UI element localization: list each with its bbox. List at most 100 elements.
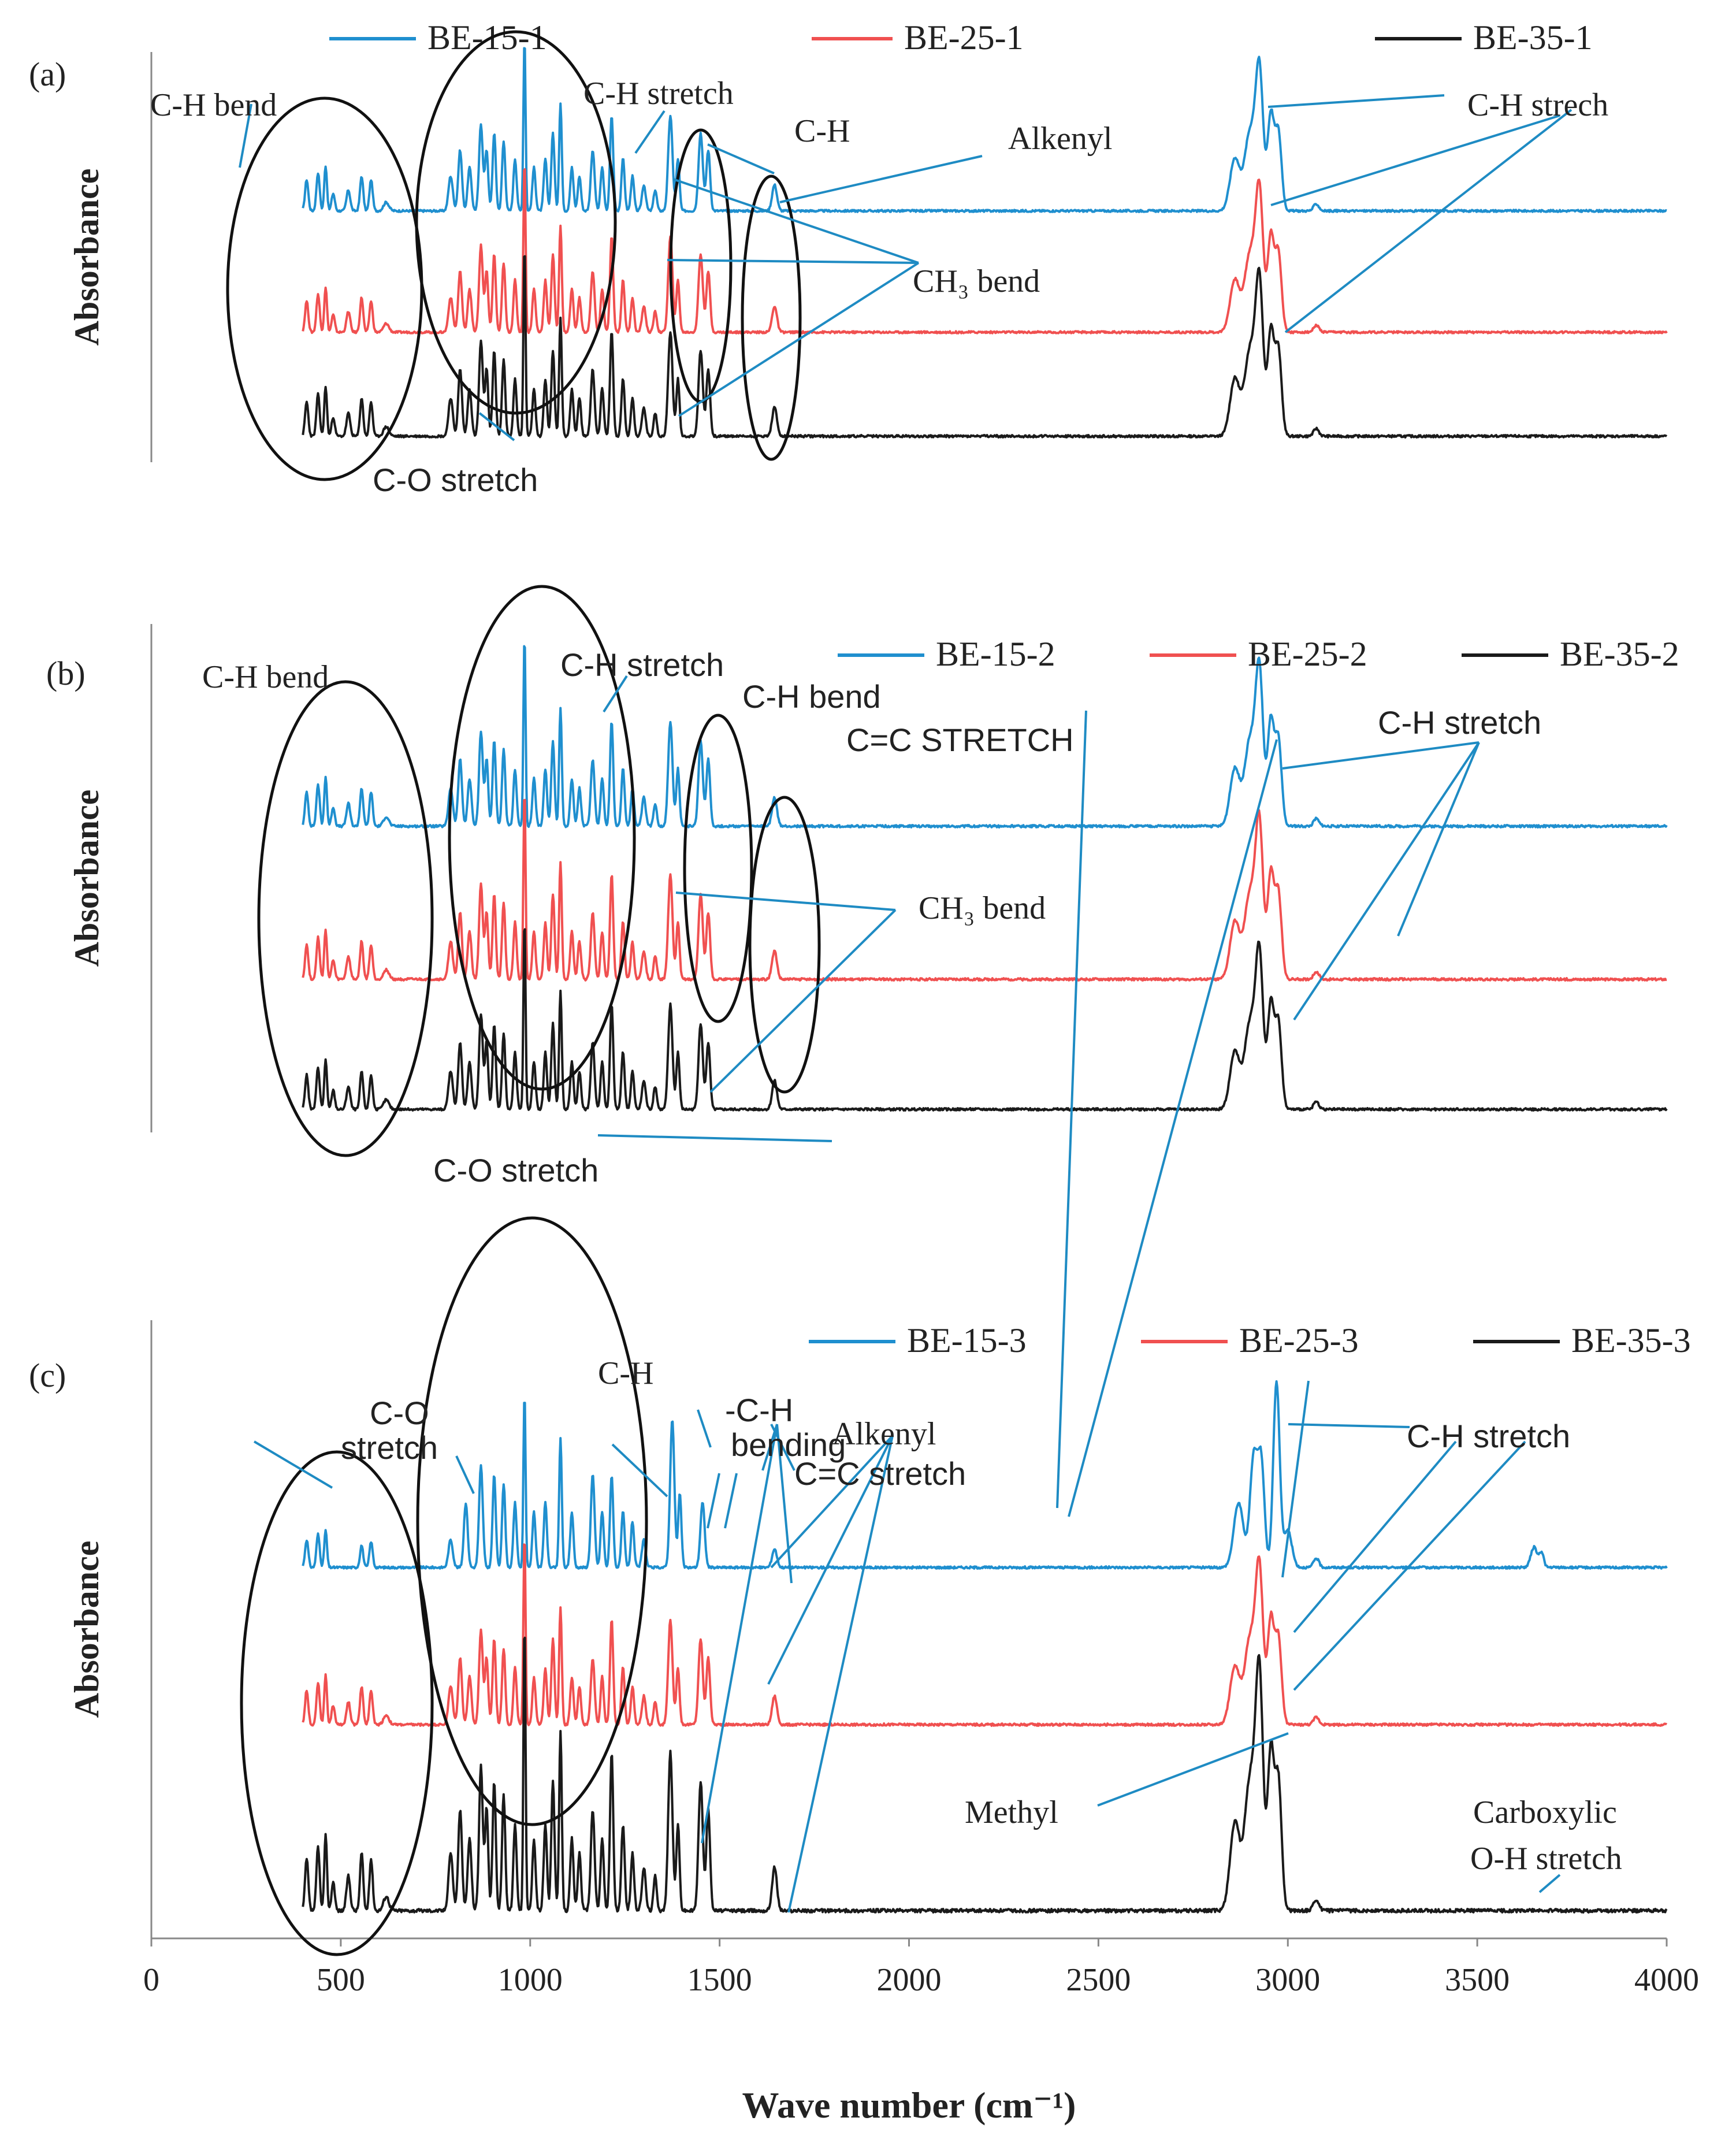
annotation-leader (1284, 109, 1573, 333)
panel-3: (c) Absorbance BE-15-3 BE-25-3 BE-35-3 0 500 10… (29, 1320, 1699, 2126)
annotation-leader (1538, 1874, 1561, 1893)
region-ellipse (415, 30, 617, 415)
annotation-leader (455, 1455, 475, 1494)
series-line-be-25-3 (302, 1543, 1668, 1727)
annotation-text: C-O stretch (373, 462, 538, 498)
annotation-leader (1293, 1440, 1526, 1691)
annotation-text: C-H stretch (1407, 1418, 1570, 1454)
x-tick-label: 3500 (1445, 1962, 1510, 1998)
annotation-leader (667, 259, 919, 264)
annotation-leader (678, 262, 920, 417)
y-axis-label: Absorbance (68, 1541, 106, 1718)
annotation-text: Carboxylic (1473, 1795, 1617, 1830)
annotation-leader (1267, 94, 1445, 108)
annotation-text: stretch (341, 1429, 438, 1466)
annotation-text: C=C stretch (794, 1455, 966, 1492)
annotation-leader (701, 1424, 778, 1844)
annotation-leader (239, 103, 252, 168)
annotation-leader (1097, 1732, 1289, 1807)
annotation-leader (253, 1440, 333, 1489)
annotation-text: C-O (370, 1395, 429, 1431)
panel-label: (a) (29, 55, 66, 93)
annotation-leader (770, 1435, 894, 1569)
annotation-text: C-H bend (202, 659, 329, 695)
annotation-leader (787, 1435, 894, 1913)
annotation-text: Methyl (965, 1795, 1058, 1830)
panel-2: (b) Absorbance BE-15-2 BE-25-2 BE-35-2 (46, 624, 1679, 1132)
x-tick-label: 2500 (1066, 1962, 1131, 1998)
legend-label-be-25-1: BE-25-1 (904, 18, 1024, 57)
x-tick-label: 4000 (1634, 1962, 1699, 1998)
legend-label-be-15-1: BE-15-1 (428, 18, 547, 57)
series-line-be-15-1 (302, 47, 1667, 213)
annotation-text: CH₃ bend (913, 263, 1040, 299)
annotation-leader (672, 178, 919, 264)
annotation-text: C-H (794, 113, 850, 149)
region-ellipse (741, 174, 802, 461)
annotation-text: Alkenyl (1008, 121, 1112, 157)
x-tick-label: 2000 (877, 1962, 942, 1998)
panel-1: (a) Absorbance BE-15-1 BE-25-1 BE-35-1 (29, 18, 1668, 462)
annotation-leader (611, 1443, 668, 1498)
legend-label-be-35-2: BE-35-2 (1560, 635, 1679, 673)
annotation-text: C-H strech (1467, 87, 1608, 123)
annotation-text: C-O stretch (433, 1152, 599, 1188)
annotation-leader (779, 155, 983, 203)
series-line-be-25-2 (302, 798, 1667, 982)
panel-label: (b) (46, 655, 86, 692)
annotation-text: bending (731, 1427, 846, 1463)
annotation-text: O-H stretch (1470, 1841, 1622, 1877)
x-tick-label: 1500 (687, 1962, 752, 1998)
annotation-text: C=C STRETCH (846, 722, 1074, 758)
region-ellipse (748, 796, 821, 1094)
annotation-leader (1068, 739, 1278, 1517)
region-ellipse (448, 585, 636, 1091)
series-line-be-15-2 (302, 645, 1668, 829)
series-line-be-35-1 (302, 255, 1668, 439)
legend-label-be-35-3: BE-35-3 (1571, 1321, 1691, 1359)
annotation-text: C-H stretch (560, 647, 724, 683)
legend-label-be-25-3: BE-25-3 (1239, 1321, 1359, 1359)
y-axis-label: Absorbance (68, 169, 106, 346)
region-ellipse (416, 1216, 648, 1826)
annotation-leader (767, 1435, 894, 1685)
annotation-text: Alkenyl (832, 1416, 936, 1452)
y-axis-label: Absorbance (68, 790, 106, 967)
annotation-text: CH₃ bend (919, 890, 1046, 926)
legend-label-be-35-1: BE-35-1 (1473, 18, 1593, 57)
annotation-leader (634, 110, 666, 154)
x-axis-label: Wave number (cm⁻¹) (742, 2085, 1076, 2126)
region-ellipse (683, 714, 753, 1023)
panel-label: (c) (29, 1357, 66, 1394)
annotation-leader (675, 891, 896, 911)
annotation-leader (1282, 741, 1479, 770)
annotation-leader (1293, 741, 1480, 1021)
annotation-leader (597, 1134, 832, 1142)
annotation-leader (603, 675, 628, 713)
series-line-be-35-3 (302, 1636, 1668, 1914)
annotation-text: -C-H (725, 1392, 793, 1428)
region-ellipse (257, 680, 434, 1157)
series-line-be-15-3 (302, 1380, 1668, 1570)
x-tick-label: 500 (317, 1962, 365, 1998)
annotation-leader (1056, 710, 1087, 1509)
annotation-leader (776, 1424, 793, 1584)
annotation-leader (1293, 1440, 1457, 1633)
annotation-leader (724, 1473, 738, 1529)
annotation-leader (1281, 1380, 1310, 1578)
annotation-text: C-H bend (742, 678, 881, 715)
legend-label-be-25-2: BE-25-2 (1248, 635, 1367, 673)
region-ellipse (240, 1450, 434, 1956)
x-tick-label: 3000 (1255, 1962, 1320, 1998)
annotation-text: C-H (598, 1355, 653, 1391)
annotation-leader (707, 143, 775, 174)
annotation-leader (1288, 1423, 1410, 1428)
annotation-text: C-H bend (150, 87, 277, 123)
annotation-text: C-H stretch (583, 76, 734, 112)
series-line-be-35-2 (302, 928, 1668, 1112)
annotation-leader (709, 909, 897, 1093)
legend-label-be-15-2: BE-15-2 (936, 635, 1055, 673)
annotation-text: C-H stretch (1378, 704, 1541, 741)
x-tick-label: 0 (143, 1962, 159, 1998)
